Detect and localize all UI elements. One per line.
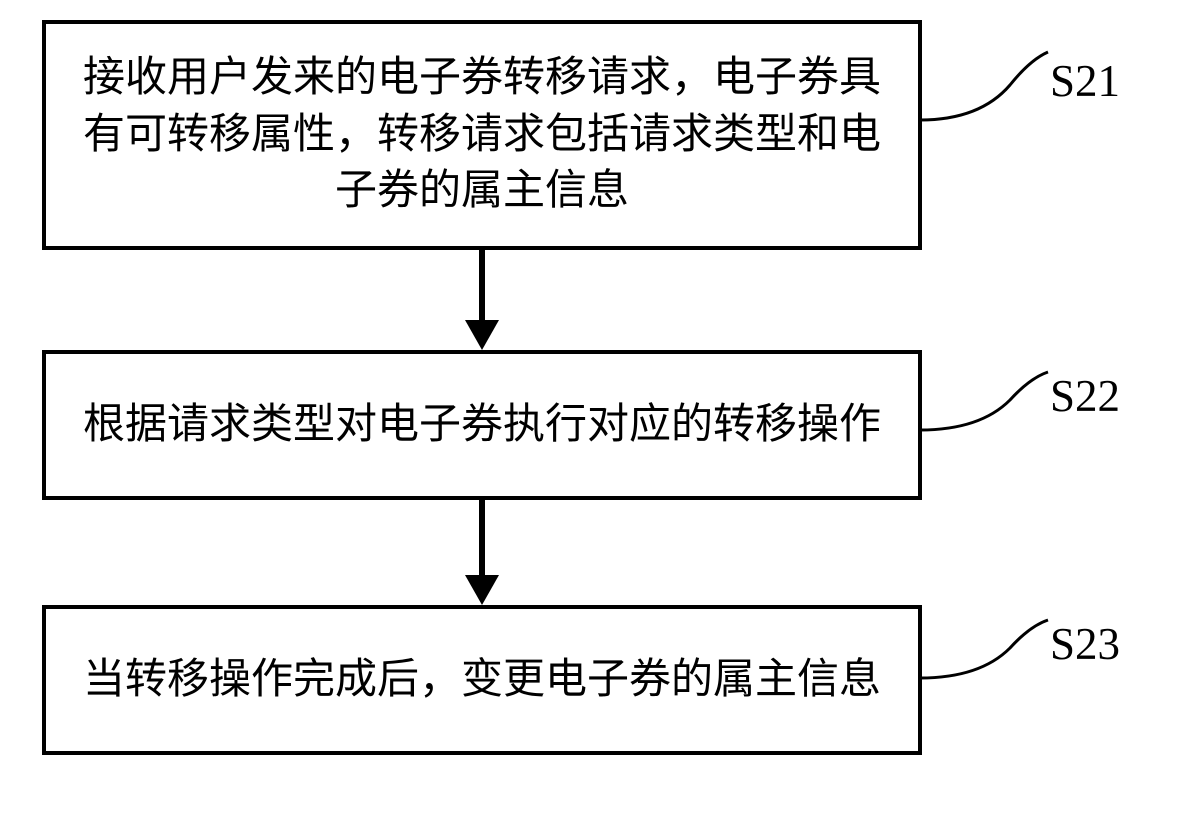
node-text: 根据请求类型对电子券执行对应的转移操作 (83, 397, 881, 454)
flow-arrow-head (465, 320, 499, 350)
flow-arrow-head (465, 575, 499, 605)
step-label: S22 (1050, 370, 1120, 422)
callout-curve (920, 370, 1048, 430)
flowchart-node: 接收用户发来的电子券转移请求，电子券具有可转移属性，转移请求包括请求类型和电子券… (42, 20, 922, 250)
step-label: S21 (1050, 55, 1120, 107)
flowchart-canvas: 接收用户发来的电子券转移请求，电子券具有可转移属性，转移请求包括请求类型和电子券… (0, 0, 1198, 823)
step-label: S23 (1050, 618, 1120, 670)
node-text: 当转移操作完成后，变更电子券的属主信息 (83, 652, 881, 709)
flow-arrow-line (479, 250, 485, 320)
callout-curve (920, 618, 1048, 678)
node-text: 接收用户发来的电子券转移请求，电子券具有可转移属性，转移请求包括请求类型和电子券… (66, 50, 898, 220)
flowchart-node: 当转移操作完成后，变更电子券的属主信息 (42, 605, 922, 755)
flowchart-node: 根据请求类型对电子券执行对应的转移操作 (42, 350, 922, 500)
callout-curve (920, 50, 1048, 120)
flow-arrow-line (479, 500, 485, 575)
